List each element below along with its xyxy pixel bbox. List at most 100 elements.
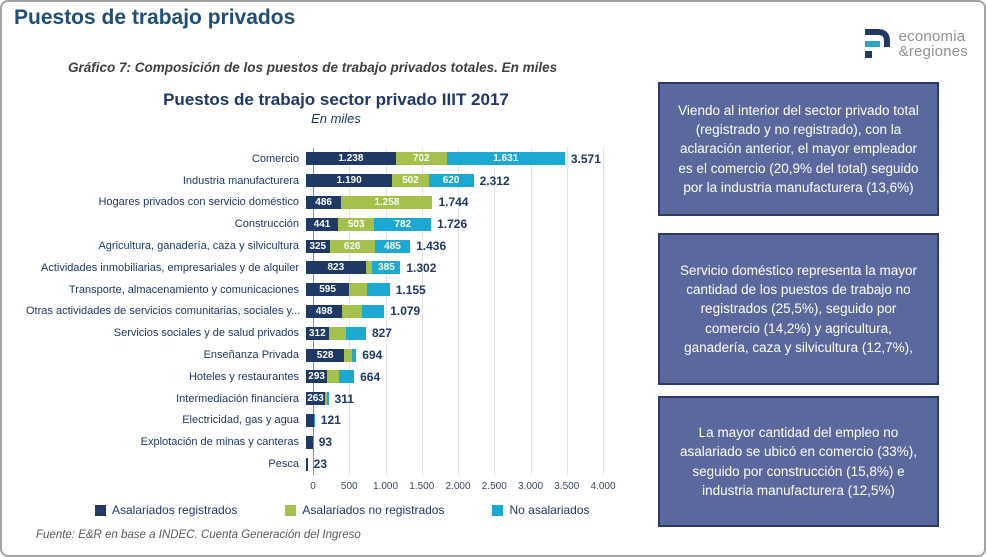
segment-value-label: 595 (319, 284, 336, 296)
bar-total-label: 664 (360, 369, 381, 384)
bar-total-label: 93 (318, 435, 333, 450)
chart-title: Puestos de trabajo sector privado IIIT 2… (163, 90, 509, 109)
bar-row: Construcción 441 503 782 1.726 (26, 213, 646, 235)
bar-segment-registrados: 486 (306, 195, 342, 209)
segment-value-label: 502 (402, 175, 419, 187)
x-axis-tick-label: 2.000 (445, 481, 471, 492)
bar-total-label: 1.726 (437, 217, 468, 232)
bar-row: Actividades inmobiliarias, empresariales… (26, 257, 646, 279)
bar-segment-no-asalariados (352, 348, 357, 362)
bar-segment-no-registrados (325, 392, 327, 406)
bar-track: 312 827 (306, 326, 392, 340)
bar-segment-no-registrados (327, 370, 339, 384)
bar-segment-no-registrados: 702 (395, 152, 447, 166)
segment-value-label: 1.631 (493, 153, 519, 165)
er-logo-line1: economia (898, 28, 966, 45)
bar-row: Hoteles y restaurantes 293 664 (26, 366, 646, 388)
category-label: Explotación de minas y canteras (140, 436, 299, 449)
bar-segment-registrados (306, 457, 308, 471)
bar-track: 823 385 1.302 (306, 261, 436, 275)
bar-segment-registrados: 293 (306, 370, 328, 384)
legend-swatch (95, 504, 106, 516)
bar-row: Transporte, almacenamiento y comunicacio… (26, 279, 646, 301)
bar-segment-no-asalariados (345, 326, 366, 340)
bar-track: 1.238 702 1.631 3.571 (306, 151, 601, 166)
x-axis-tick-label: 500 (340, 481, 358, 492)
bar-segment-registrados: 1.238 (306, 152, 396, 166)
bar-total-label: 694 (362, 348, 383, 363)
bar-track: 595 1.155 (306, 282, 426, 297)
bar-segment-no-asalariados (326, 392, 329, 406)
x-axis-tick-label: 4.000 (590, 481, 616, 492)
segment-value-label: 1.238 (338, 153, 364, 165)
bar-track: 93 (306, 435, 333, 450)
bar-segment-no-asalariados (366, 283, 390, 297)
segment-value-label: 385 (378, 262, 395, 274)
gridline (566, 148, 568, 475)
x-axis-tick-label: 3.000 (517, 481, 544, 492)
category-label: Hogares privados con servicio doméstico (98, 196, 299, 209)
annotation-box-3: La mayor cantidad del empleo no asalaria… (658, 396, 939, 527)
segment-value-label: 702 (412, 153, 430, 165)
bar-row: Explotación de minas y canteras 93 (26, 431, 646, 453)
bar-total-label: 1.155 (395, 282, 426, 297)
gridline (421, 148, 423, 475)
category-label: Enseñanza Privada (203, 349, 299, 362)
bar-row: Hogares privados con servicio doméstico 4… (26, 192, 646, 214)
category-label: Construcción (234, 218, 299, 231)
category-label: Otras actividades de servicios comunitar… (26, 305, 301, 318)
segment-value-label: 263 (307, 393, 324, 405)
segment-value-label: 312 (308, 327, 326, 339)
bar-total-label: 3.571 (570, 151, 601, 166)
bar-segment-no-registrados (344, 348, 353, 362)
bar-segment-registrados: 263 (306, 392, 326, 406)
bar-row: Agricultura, ganadería, caza y silvicult… (26, 235, 646, 257)
bar-track: 498 1.079 (306, 304, 420, 318)
bar-track: 1.190 502 620 2.312 (306, 173, 510, 188)
page-title: Puestos de trabajo privados (14, 6, 296, 29)
segment-value-label: 528 (316, 349, 334, 361)
bar-segment-registrados (306, 435, 313, 449)
bar-row: Servicios sociales y de salud privados 31… (26, 322, 646, 344)
bar-total-label: 2.312 (479, 173, 510, 188)
segment-value-label: 1.190 (336, 175, 362, 187)
annotation-box-1: Viendo al interior del sector privado to… (658, 82, 939, 216)
category-label: Comercio (251, 152, 299, 165)
bar-segment-no-registrados: 502 (392, 174, 429, 188)
x-axis-tick-label: 0 (310, 481, 316, 492)
bar-total-label: 1.744 (438, 195, 469, 210)
gridline (385, 148, 387, 475)
bar-segment-registrados: 1.190 (306, 174, 393, 188)
segment-value-label: 626 (343, 240, 361, 252)
category-label: Electricidad, gas y agua (182, 414, 299, 427)
segment-value-label: 498 (315, 305, 333, 317)
category-label: Servicios sociales y de salud privados (113, 327, 299, 340)
bar-segment-registrados: 441 (306, 217, 338, 231)
bar-total-label: 23 (313, 457, 328, 472)
bar-track: 293 664 (306, 369, 381, 384)
annotation-box-2: Servicio doméstico representa la mayor c… (658, 233, 939, 385)
bar-segment-no-registrados (313, 413, 315, 427)
bar-segment-no-registrados (365, 261, 373, 275)
bar-segment-no-asalariados: 385 (372, 261, 401, 275)
x-axis-tick-label: 2.500 (481, 481, 507, 492)
bar-segment-no-asalariados: 620 (428, 174, 474, 188)
legend-label: Asalariados no registrados (302, 503, 445, 517)
gridline (494, 148, 496, 475)
bar-segment-registrados: 823 (306, 261, 366, 275)
category-label: Intermediación financiera (176, 392, 299, 405)
x-axis-tick-label: 3.500 (554, 481, 580, 492)
bar-segment-no-asalariados (362, 304, 385, 318)
bar-row: Intermediación financiera 263 311 (26, 388, 646, 410)
bar-segment-no-registrados: 626 (329, 239, 375, 253)
figure-caption: Gráfico 7: Composición de los puestos de… (68, 60, 558, 75)
gridline (603, 148, 604, 475)
legend-swatch (492, 504, 504, 516)
category-label: Hoteles y restaurantes (188, 370, 299, 383)
segment-value-label: 325 (309, 240, 327, 252)
segment-value-label: 441 (313, 218, 331, 230)
segment-value-label: 485 (384, 240, 401, 252)
bar-segment-no-registrados (349, 283, 367, 297)
er-logo-mark (864, 29, 890, 58)
